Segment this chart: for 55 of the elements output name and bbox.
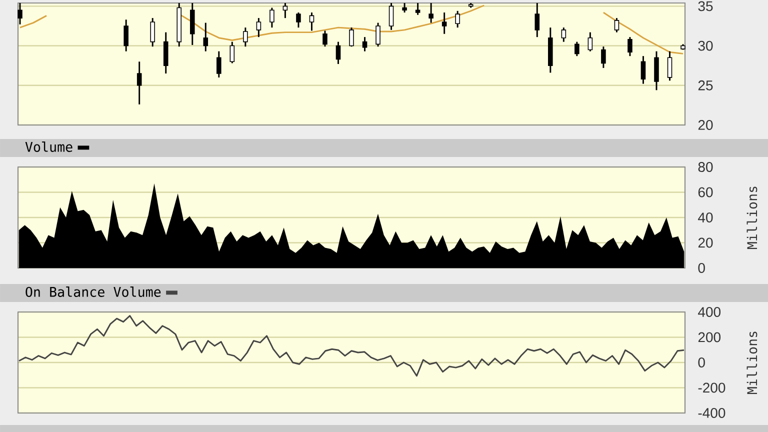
candlestick [18,2,22,26]
y-tick-label: 35 [698,1,713,12]
candlestick [667,50,672,82]
candlestick [614,17,620,34]
y-axis-title: Millions [746,332,758,394]
candlestick [150,17,155,48]
candlestick [561,26,566,43]
candlestick [442,12,447,35]
candlestick [388,2,394,31]
candlestick [362,36,368,52]
y-tick-label: 400 [698,307,721,317]
candlestick [534,2,540,38]
y-tick-label: 25 [698,80,713,90]
candlestick [654,50,659,91]
candlestick [601,46,606,69]
legend-label: Volume [25,142,72,152]
candlestick [640,55,646,85]
candlestick [296,12,301,28]
y-tick-label: -200 [698,382,726,393]
candlestick [322,30,328,48]
candlestick [574,41,580,57]
legend-label: On Balance Volume [26,286,161,297]
y-tick-label: 60 [698,187,713,198]
candlestick [256,17,262,38]
candlestick [376,22,380,48]
candlestick [243,26,248,48]
candlestick [270,7,274,28]
candlestick [402,2,407,14]
candlestick [282,2,288,19]
candlestick [336,41,341,65]
y-tick-label: 80 [698,162,713,172]
candlestick [230,41,235,64]
line-series [18,315,685,377]
y-tick-label: 200 [698,332,721,342]
y-axis-title: Millions [746,186,758,250]
candlestick [628,36,632,57]
y-tick-label: 40 [698,212,713,222]
y-tick-label: 20 [698,238,713,248]
y-tick-label: 0 [698,358,705,368]
candlestick [415,2,420,16]
y-tick-label: 30 [698,40,713,51]
y-tick-label: 0 [698,263,705,273]
candlestick [203,22,208,52]
candlestick [309,12,314,32]
candlestick [163,32,168,74]
candlestick [136,60,142,106]
candlestick [428,2,434,24]
y-tick-label: -400 [698,408,726,418]
candlestick [124,18,128,52]
candlestick [588,32,593,52]
y-tick-label: 20 [698,120,713,130]
candlestick [455,10,460,28]
candlestick [216,50,222,78]
candlestick [190,2,195,46]
candlestick [349,26,354,48]
